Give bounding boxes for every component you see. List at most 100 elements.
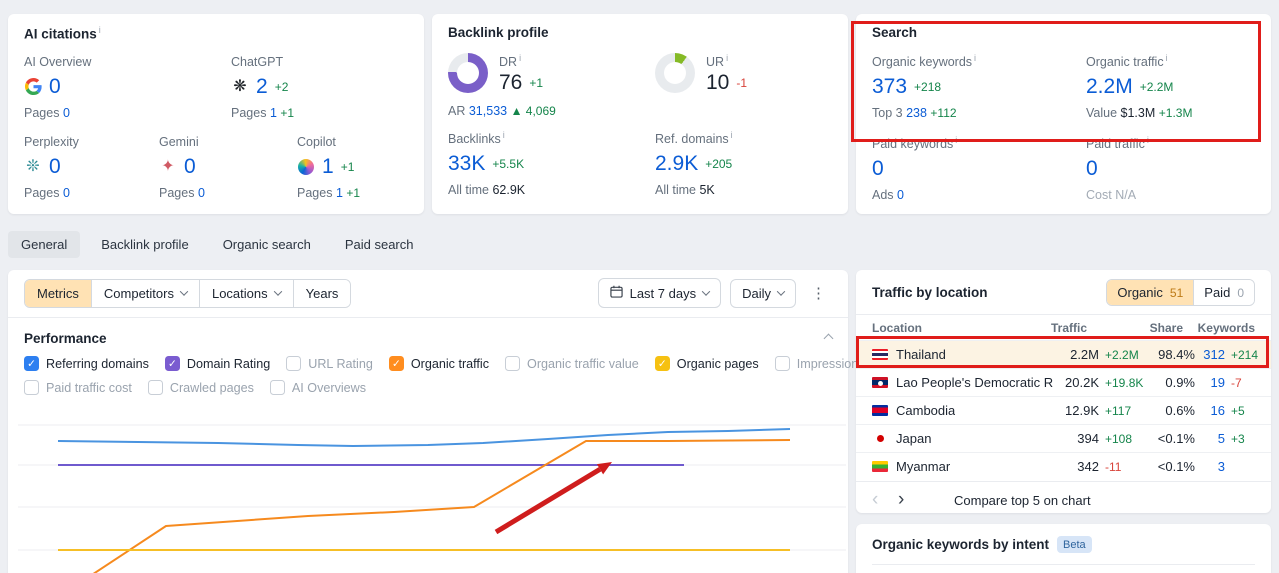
checkbox-referring-domains[interactable]: ✓ Referring domains [24,356,149,371]
metric-checkboxes: ✓ Referring domains ✓ Domain Rating URL Ra… [8,348,962,395]
checkbox-ai-overviews[interactable]: AI Overviews [269,380,366,395]
metric-label: Perplexity [24,134,79,149]
ur-value: 10 [706,71,730,95]
checkbox-icon: ✓ [654,356,670,371]
performance-line-chart[interactable] [8,404,848,573]
japan-flag-icon [872,433,888,444]
ref-domains-metric: Ref. domains i 2.9K +205 All time 5K [655,130,733,198]
table-row-laos[interactable]: Lao People's Democratic Republic 20.2K +… [856,368,1271,396]
dr-value: 76 [499,71,523,95]
organic-keywords-value[interactable]: 373 [872,75,908,99]
locations-filter-button[interactable]: Locations [199,279,294,307]
organic-traffic-metric: Organic traffic i 2.2M +2.2M Value $1.3M … [1086,53,1193,121]
tab-backlink-profile[interactable]: Backlink profile [101,237,189,252]
tab-organic-search[interactable]: Organic search [222,237,311,252]
chatgpt-icon: ❋ [233,77,247,95]
ai-metric-chatgpt: ChatGPT ❋ 2 +2 Pages 1 +1 [231,54,295,120]
table-row-japan[interactable]: Japan 394 +108 <0.1% 5 +3 [856,424,1271,452]
toggle-paid[interactable]: Paid 0 [1194,280,1254,305]
backlink-profile-title: Backlink profile [448,25,549,40]
checkbox-icon [147,380,163,395]
table-row-myanmar[interactable]: Myanmar 342 -11 <0.1% 3 [856,452,1271,480]
thailand-flag-icon [872,349,888,360]
backlinks-metric: Backlinks i 33K +5.5K All time 62.9K [448,130,526,198]
ur-donut-chart [655,53,695,93]
backlinks-value[interactable]: 33K [448,152,486,176]
table-row-thailand[interactable]: Thailand 2.2M +2.2M 98.4% 312 +214 [856,340,1271,368]
years-filter-button[interactable]: Years [293,279,351,307]
collapse-chevron-up-icon[interactable] [823,333,834,344]
checkbox-paid-traffic-cost[interactable]: Paid traffic cost [24,380,132,395]
metrics-filter-button[interactable]: Metrics [25,279,92,307]
info-icon: i [502,130,505,141]
checkbox-icon [269,380,285,395]
more-options-kebab-icon[interactable]: ⋮ [811,285,826,302]
info-icon: i [955,135,958,146]
metric-value[interactable]: 0 [49,154,61,178]
dr-donut-chart [448,53,488,93]
cambodia-flag-icon [872,405,888,416]
info-icon: i [1146,135,1149,146]
traffic-by-location-title: Traffic by location [872,285,988,300]
gemini-icon: ✦ [161,157,175,175]
toggle-organic[interactable]: Organic 51 [1107,280,1195,305]
ai-citations-title: AI citations i [24,25,101,42]
checkbox-organic-traffic-value[interactable]: Organic traffic value [505,356,639,371]
backlink-profile-card: Backlink profile DR i 76 +1 AR 31,533 ▲ 4… [432,14,848,214]
ai-metric-ai-overview: AI Overview 0 Pages 0 [24,55,231,120]
metric-value[interactable]: 1 [322,154,334,178]
checkbox-organic-traffic[interactable]: ✓ Organic traffic [388,356,489,371]
granularity-button[interactable]: Daily [730,278,796,308]
metric-label: Gemini [159,134,199,149]
pagination-next-icon[interactable]: › [898,489,905,510]
search-card: Search Organic keywords i 373 +218 Top 3 … [856,14,1271,214]
paid-keywords-metric: Paid keywords i 0 Ads 0 [872,135,958,203]
paid-keywords-value[interactable]: 0 [872,157,884,181]
checkbox-icon: ✓ [24,356,39,371]
checkbox-icon: ✓ [388,356,404,371]
ur-metric: UR i 10 -1 [655,53,747,94]
paid-traffic-metric: Paid traffic i 0 Cost N/A [1086,135,1149,203]
metric-value[interactable]: 0 [49,74,61,98]
checkbox-icon [505,356,521,371]
chevron-down-icon [179,287,189,296]
ai-citations-card: AI citations i AI Overview 0 Pages 0 Chat… [8,14,424,214]
dr-metric: DR i 76 +1 [448,53,655,94]
checkbox-crawled-pages[interactable]: Crawled pages [147,380,254,395]
metric-value[interactable]: 0 [184,154,196,178]
checkbox-domain-rating[interactable]: ✓ Domain Rating [164,356,270,371]
chevron-down-icon [776,287,786,296]
beta-badge: Beta [1057,536,1092,553]
checkbox-organic-pages[interactable]: ✓ Organic pages [654,356,759,371]
intent-title: Organic keywords by intent [872,537,1050,552]
tab-paid-search[interactable]: Paid search [344,237,414,252]
competitors-filter-button[interactable]: Competitors [91,279,200,307]
date-range-button[interactable]: Last 7 days [597,278,722,308]
tab-general[interactable]: General [8,231,81,258]
info-icon: i [974,53,977,63]
compare-top5-link[interactable]: Compare top 5 on chart [954,492,1091,508]
divider [872,564,1255,565]
chart-toolbar: Metrics Competitors Locations Years Last… [8,270,848,317]
organic-traffic-value[interactable]: 2.2M [1086,75,1133,99]
paid-traffic-value[interactable]: 0 [1086,157,1098,181]
checkbox-icon [774,356,790,371]
performance-title: Performance [24,331,107,346]
checkbox-impressions[interactable]: Impressions [774,356,865,371]
ref-domains-value[interactable]: 2.9K [655,152,699,176]
chart-filter-group: Metrics Competitors Locations Years [24,278,352,308]
intent-card: Organic keywords by intent Beta [856,524,1271,573]
checkbox-url-rating[interactable]: URL Rating [286,356,373,371]
divider [8,317,848,318]
table-row-cambodia[interactable]: Cambodia 12.9K +117 0.6% 16 +5 [856,396,1271,424]
checkbox-icon [24,380,39,395]
checkbox-icon [286,356,302,371]
calendar-icon [609,285,623,301]
section-tabs: General Backlink profile Organic search … [8,231,427,258]
info-icon: i [98,25,101,35]
google-icon [24,78,42,96]
chevron-down-icon [273,287,282,296]
metric-value[interactable]: 2 [256,74,268,98]
pagination-prev-icon[interactable]: ‹ [872,489,879,510]
